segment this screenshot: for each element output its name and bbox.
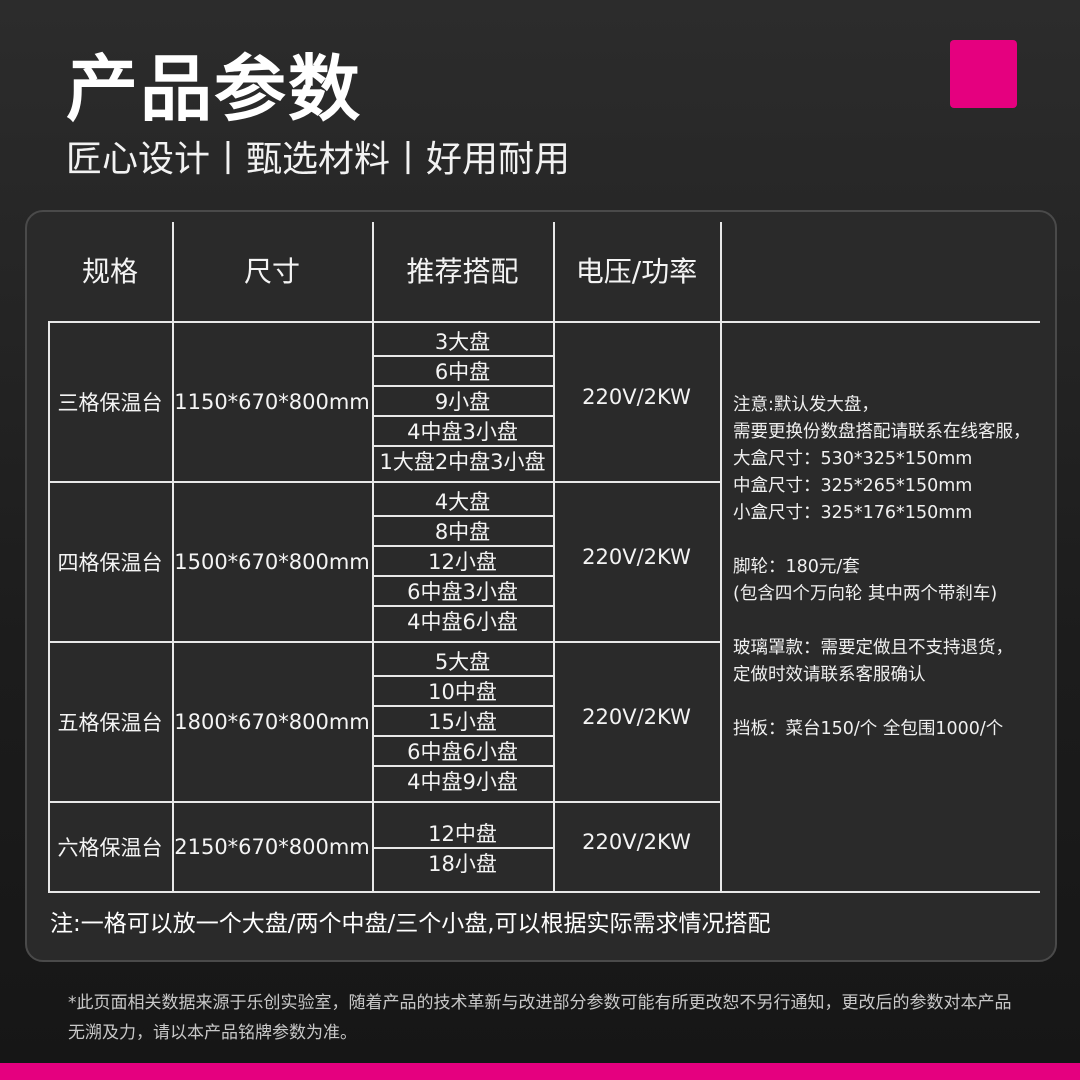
column-divider [372,222,374,892]
combo-divider [372,445,553,447]
combo-cell: 12小盘 [428,550,497,574]
combo-cell: 18小盘 [428,852,497,876]
size-cell: 2150*670*800mm [174,835,370,859]
table-footnote: 注:一格可以放一个大盘/两个中盘/三个小盘,可以根据实际需求情况搭配 [50,911,771,937]
combo-divider [372,385,553,387]
combo-cell: 6中盘 [434,360,491,384]
spec-cell: 三格保温台 [57,391,163,415]
header-cell: 尺寸 [243,255,300,288]
page-title: 产品参数 [66,47,363,131]
combo-divider [372,415,553,417]
header-cell: 规格 [81,255,138,288]
combo-cell: 10中盘 [428,680,497,704]
header-cell: 推荐搭配 [406,255,519,288]
combo-cell: 4中盘3小盘 [407,420,518,444]
row-divider [48,801,720,803]
spec-cell: 四格保温台 [57,551,163,575]
column-divider [553,222,555,892]
size-cell: 1150*670*800mm [174,390,370,414]
combo-divider [372,355,553,357]
combo-cell: 9小盘 [434,390,491,414]
combo-cell: 15小盘 [428,710,497,734]
combo-cell: 6中盘3小盘 [407,580,518,604]
disclaimer: *此页面相关数据来源于乐创实验室，随着产品的技术革新与改进部分参数可能有所更改恕… [68,993,1012,1043]
header-cell: 电压/功率 [575,255,698,288]
combo-cell: 12中盘 [428,822,497,846]
combo-cell: 1大盘2中盘3小盘 [379,450,546,474]
combo-cell: 4中盘9小盘 [407,770,518,794]
row-divider [48,641,720,643]
column-divider [48,322,50,892]
combo-divider [372,765,553,767]
size-cell: 1800*670*800mm [174,710,370,734]
notes-text: 注意:默认发大盘， 需要更换份数盘搭配请联系在线客服， 大盒尺寸：530*325… [733,395,1031,739]
row-divider [48,481,720,483]
row-divider [48,321,1040,323]
combo-cell: 6中盘6小盘 [407,740,518,764]
spec-panel [25,210,1057,962]
combo-divider [372,705,553,707]
combo-divider [372,847,553,849]
combo-cell: 8中盘 [434,520,491,544]
combo-divider [372,675,553,677]
header-cell [720,222,1040,318]
size-cell: 1500*670*800mm [174,550,370,574]
combo-cell: 5大盘 [434,650,491,674]
column-divider [720,222,722,892]
combo-divider [372,575,553,577]
combo-cell: 4中盘6小盘 [407,610,518,634]
power-cell: 220V/2KW [582,385,691,409]
combo-divider [372,735,553,737]
power-cell: 220V/2KW [582,830,691,854]
combo-cell: 3大盘 [434,330,491,354]
combo-divider [372,545,553,547]
combo-divider [372,605,553,607]
spec-cell: 五格保温台 [57,711,163,735]
row-divider [48,891,1040,893]
page-subtitle: 匠心设计丨甄选材料丨好用耐用 [66,139,571,180]
spec-cell: 六格保温台 [57,836,163,860]
brand-square [950,40,1017,108]
power-cell: 220V/2KW [582,705,691,729]
column-divider [172,222,174,892]
power-cell: 220V/2KW [582,545,691,569]
combo-cell: 4大盘 [434,490,491,514]
bottom-accent-bar [0,1063,1080,1080]
combo-divider [372,515,553,517]
